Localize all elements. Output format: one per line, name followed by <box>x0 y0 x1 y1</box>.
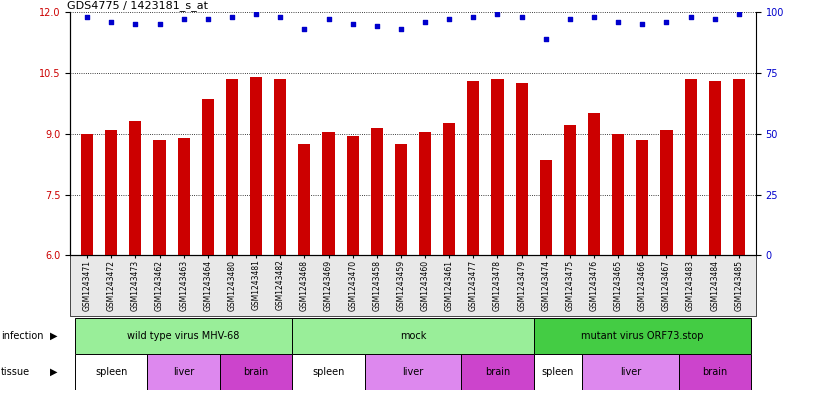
Point <box>515 13 529 20</box>
Bar <box>371 127 382 255</box>
Bar <box>582 354 678 390</box>
Text: brain: brain <box>244 367 268 377</box>
Text: brain: brain <box>702 367 728 377</box>
Bar <box>274 79 287 255</box>
Text: brain: brain <box>485 367 510 377</box>
Bar <box>365 354 461 390</box>
Text: wild type virus MHV-68: wild type virus MHV-68 <box>127 331 240 341</box>
Bar <box>202 99 214 255</box>
Bar <box>105 130 117 255</box>
Bar <box>444 123 455 255</box>
Bar <box>298 144 311 255</box>
Point <box>443 16 456 22</box>
Bar <box>322 132 335 255</box>
Point <box>467 13 480 20</box>
Bar <box>178 138 190 255</box>
Point <box>660 18 673 25</box>
Bar <box>395 144 407 255</box>
Bar <box>515 83 528 255</box>
Bar <box>75 318 292 354</box>
Bar <box>148 354 220 390</box>
Text: mutant virus ORF73.stop: mutant virus ORF73.stop <box>581 331 704 341</box>
Bar <box>491 79 504 255</box>
Point <box>370 23 383 29</box>
Bar <box>220 354 292 390</box>
Bar <box>534 354 582 390</box>
Bar <box>636 140 648 255</box>
Text: spleen: spleen <box>542 367 574 377</box>
Point <box>273 13 287 20</box>
Point <box>153 21 166 27</box>
Bar <box>661 130 672 255</box>
Bar <box>468 81 479 255</box>
Bar <box>539 160 552 255</box>
Point <box>202 16 215 22</box>
Bar <box>154 140 165 255</box>
Bar <box>534 318 751 354</box>
Text: GDS4775 / 1423181_s_at: GDS4775 / 1423181_s_at <box>67 0 208 11</box>
Bar <box>612 134 624 255</box>
Bar <box>678 354 751 390</box>
Point <box>129 21 142 27</box>
Text: spleen: spleen <box>312 367 344 377</box>
Bar <box>250 77 262 255</box>
Bar <box>588 113 600 255</box>
Bar <box>709 81 721 255</box>
Bar <box>226 79 238 255</box>
Point <box>491 11 504 17</box>
Bar <box>292 354 365 390</box>
Point <box>419 18 432 25</box>
Text: ▶: ▶ <box>50 367 57 377</box>
Bar <box>733 79 745 255</box>
Point <box>249 11 263 17</box>
Bar <box>75 354 148 390</box>
Point <box>225 13 239 20</box>
Text: liver: liver <box>620 367 641 377</box>
Text: liver: liver <box>173 367 194 377</box>
Point <box>684 13 697 20</box>
Text: mock: mock <box>400 331 426 341</box>
Bar <box>81 134 93 255</box>
Bar <box>461 354 534 390</box>
Point <box>177 16 190 22</box>
Text: spleen: spleen <box>95 367 127 377</box>
Point <box>563 16 577 22</box>
Text: tissue: tissue <box>1 367 30 377</box>
Point <box>636 21 649 27</box>
Point <box>708 16 721 22</box>
Point <box>611 18 624 25</box>
Point <box>80 13 93 20</box>
Text: infection: infection <box>1 331 43 341</box>
Bar <box>347 136 358 255</box>
Bar <box>419 132 431 255</box>
Text: liver: liver <box>402 367 424 377</box>
Bar <box>564 125 576 255</box>
Text: ▶: ▶ <box>50 331 57 341</box>
Bar <box>685 79 696 255</box>
Point <box>733 11 746 17</box>
Point <box>346 21 359 27</box>
Point <box>394 26 407 32</box>
Point <box>105 18 118 25</box>
Point <box>322 16 335 22</box>
Bar <box>130 121 141 255</box>
Point <box>297 26 311 32</box>
Point <box>587 13 601 20</box>
Bar <box>292 318 534 354</box>
Point <box>539 35 553 42</box>
